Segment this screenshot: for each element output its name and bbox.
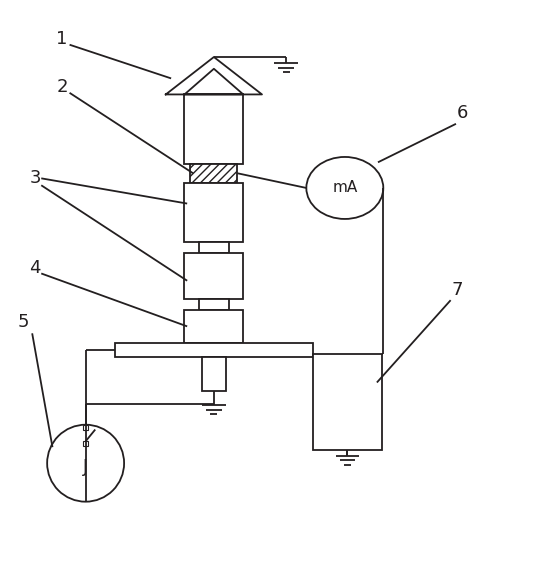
Bar — [199, 299, 229, 310]
Bar — [185, 94, 244, 164]
Text: mA: mA — [332, 181, 357, 196]
Bar — [84, 425, 88, 430]
Bar — [202, 357, 226, 391]
Bar — [185, 253, 244, 299]
Text: 4: 4 — [30, 259, 41, 277]
Text: 1: 1 — [56, 30, 68, 47]
Text: J: J — [83, 459, 88, 477]
Bar — [115, 343, 313, 357]
Ellipse shape — [306, 157, 383, 219]
Bar — [191, 164, 238, 182]
Bar — [185, 310, 244, 343]
Circle shape — [47, 425, 124, 501]
Text: 6: 6 — [457, 104, 468, 123]
Bar — [185, 182, 244, 243]
Text: 3: 3 — [30, 168, 41, 186]
Bar — [199, 243, 229, 253]
Text: 2: 2 — [56, 78, 68, 96]
Bar — [313, 354, 382, 450]
Text: 7: 7 — [452, 281, 463, 299]
Text: 5: 5 — [18, 313, 29, 331]
Bar — [84, 441, 88, 446]
